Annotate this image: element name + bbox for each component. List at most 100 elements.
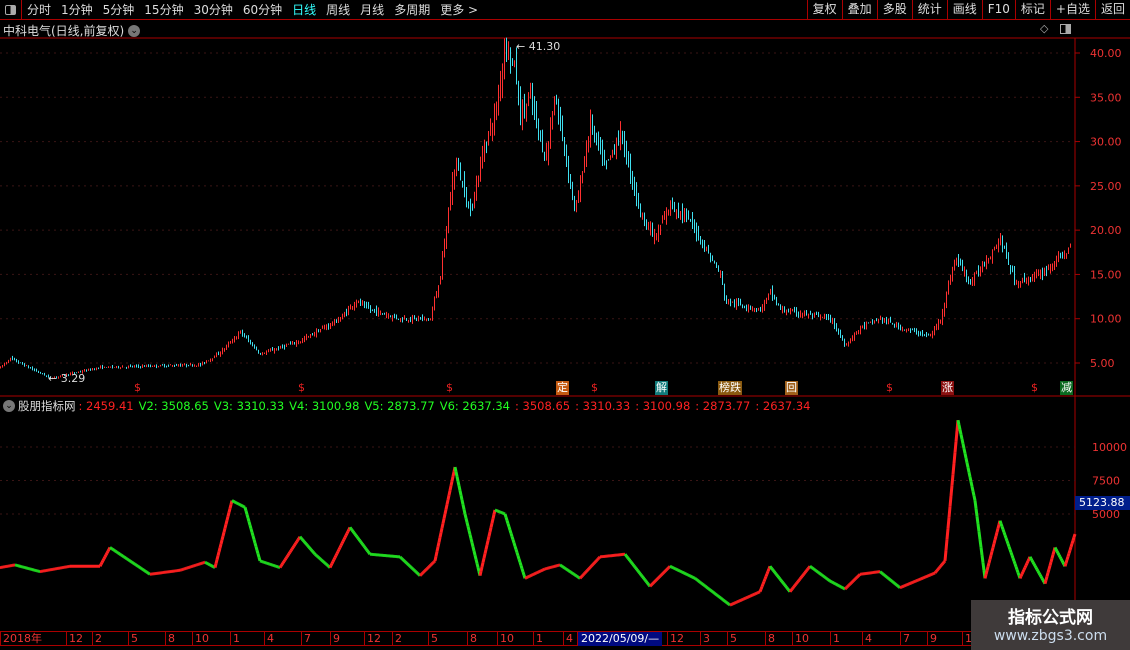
time-axis[interactable]: 2018年 12 2 5 8 10 1 4 7 9 12 2 5 8 10 1 4 2022/05/09/— 12 3… bbox=[0, 631, 1075, 646]
indicator-segment bbox=[236, 501, 239, 506]
indicator-segment bbox=[630, 562, 635, 566]
indicator-segment bbox=[362, 545, 367, 549]
toolbar-button[interactable]: 返回 bbox=[1094, 0, 1130, 20]
indicator-segment bbox=[357, 538, 362, 542]
indicator-segment bbox=[328, 564, 333, 569]
signal-marker[interactable]: 榜跌 bbox=[718, 381, 742, 395]
indicator-segment bbox=[642, 577, 647, 581]
period-tab[interactable]: 更多 > bbox=[440, 3, 479, 17]
period-tab[interactable]: 1分钟 bbox=[61, 3, 93, 17]
period-tab[interactable]: 5分钟 bbox=[102, 3, 135, 17]
toolbar-button[interactable]: 复权 bbox=[806, 0, 842, 20]
period-tab[interactable]: 日线 bbox=[292, 3, 317, 17]
signal-marker[interactable]: $ bbox=[1031, 381, 1038, 394]
indicator-segment bbox=[453, 466, 458, 473]
indicator-segment bbox=[768, 565, 773, 569]
indicator-value: : 3508.65 bbox=[515, 399, 571, 413]
indicator-segment bbox=[122, 554, 125, 559]
indicator-segment bbox=[127, 558, 130, 562]
toolbar-button[interactable]: F10 bbox=[981, 0, 1015, 20]
indicator-segment bbox=[723, 599, 726, 603]
indicator-segment bbox=[895, 583, 898, 587]
sidebar-toggle-button[interactable] bbox=[0, 0, 22, 20]
indicator-segment bbox=[345, 530, 350, 535]
period-tab[interactable]: 分时 bbox=[27, 3, 52, 17]
toolbar-button[interactable]: 叠加 bbox=[841, 0, 877, 20]
indicator-segment bbox=[468, 534, 473, 540]
period-tab[interactable]: 周线 bbox=[326, 3, 351, 17]
chevron-down-icon[interactable]: ⌄ bbox=[3, 400, 15, 412]
time-label: 2018年 bbox=[0, 632, 42, 646]
indicator-segment bbox=[103, 554, 108, 558]
indicator-segment bbox=[727, 602, 730, 606]
indicator-segment bbox=[335, 550, 340, 555]
indicator-segment bbox=[346, 528, 351, 533]
toolbar-button[interactable]: 标记 bbox=[1014, 0, 1050, 20]
indicator-segment bbox=[440, 523, 445, 529]
time-label: 5 bbox=[727, 632, 737, 646]
indicator-segment bbox=[333, 554, 338, 559]
signal-marker[interactable]: $ bbox=[591, 381, 598, 394]
indicator-segment bbox=[582, 571, 587, 576]
indicator-segment bbox=[886, 576, 889, 580]
indicator-segment bbox=[640, 575, 645, 579]
indicator-segment bbox=[360, 542, 365, 546]
indicator-segment bbox=[985, 566, 990, 572]
period-tab[interactable]: 60分钟 bbox=[242, 3, 283, 17]
indicator-segment bbox=[795, 580, 800, 584]
indicator-segment bbox=[794, 581, 799, 586]
period-tab[interactable]: 15分钟 bbox=[144, 3, 184, 17]
period-tab[interactable]: 月线 bbox=[360, 3, 385, 17]
indicator-segment bbox=[124, 556, 127, 560]
diamond-icon[interactable]: ◇ bbox=[1040, 22, 1049, 35]
indicator-segment bbox=[290, 546, 295, 550]
indicator-segment bbox=[786, 588, 791, 592]
indicator-segment bbox=[1006, 543, 1011, 548]
indicator-segment bbox=[334, 552, 339, 557]
indicator-segment bbox=[473, 554, 478, 560]
chevron-down-icon[interactable]: ⌄ bbox=[128, 24, 141, 37]
indicator-segment bbox=[256, 553, 261, 558]
indicator-segment bbox=[227, 508, 232, 513]
indicator-name: 股朋指标网 bbox=[18, 399, 76, 413]
indicator-segment bbox=[458, 490, 463, 496]
time-label: 10 bbox=[792, 632, 809, 646]
period-toolbar: 分时 1分钟 5分钟 15分钟 30分钟 60分钟 日线 周线 月线 多周期 更多 > 复权 叠加 多股… bbox=[0, 0, 1130, 20]
signal-marker[interactable]: 减 bbox=[1060, 381, 1073, 395]
signal-marker[interactable]: 定 bbox=[556, 381, 569, 395]
toolbar-button[interactable]: 统计 bbox=[911, 0, 947, 20]
indicator-segment bbox=[232, 499, 235, 503]
indicator-segment bbox=[764, 573, 769, 577]
indicator-segment bbox=[209, 563, 212, 567]
indicator-segment bbox=[644, 580, 649, 584]
indicator-segment bbox=[716, 593, 719, 598]
signal-marker[interactable]: 解 bbox=[655, 381, 668, 395]
toolbar-button[interactable]: 多股 bbox=[876, 0, 912, 20]
panel-icon[interactable] bbox=[1060, 24, 1071, 34]
indicator-segment bbox=[623, 553, 628, 557]
period-tab[interactable]: 30分钟 bbox=[193, 3, 233, 17]
indicator-segment bbox=[780, 580, 785, 584]
signal-marker[interactable]: $ bbox=[134, 381, 141, 394]
indicator-segment bbox=[239, 503, 242, 507]
indicator-segment bbox=[143, 569, 146, 573]
chart-title[interactable]: 中科电气(日线,前复权) ⌄ bbox=[3, 22, 141, 39]
indicator-segment bbox=[988, 554, 993, 560]
indicator-segment bbox=[282, 559, 287, 563]
indicator-segment bbox=[1051, 550, 1056, 556]
indicator-segment bbox=[824, 576, 827, 580]
indicator-segment bbox=[658, 574, 663, 578]
indicator-segment bbox=[596, 556, 601, 561]
indicator-segment bbox=[225, 515, 230, 521]
signal-marker[interactable]: 回 bbox=[785, 381, 798, 395]
signal-marker[interactable]: $ bbox=[886, 381, 893, 394]
toolbar-button[interactable]: +自选 bbox=[1049, 0, 1095, 20]
signal-marker[interactable]: 涨 bbox=[941, 381, 954, 395]
indicator-segment bbox=[491, 514, 496, 520]
signal-marker[interactable]: $ bbox=[446, 381, 453, 394]
signal-marker[interactable]: $ bbox=[298, 381, 305, 394]
period-tab[interactable]: 多周期 bbox=[394, 3, 431, 17]
toolbar-button[interactable]: 画线 bbox=[946, 0, 982, 20]
indicator-segment bbox=[560, 564, 563, 568]
